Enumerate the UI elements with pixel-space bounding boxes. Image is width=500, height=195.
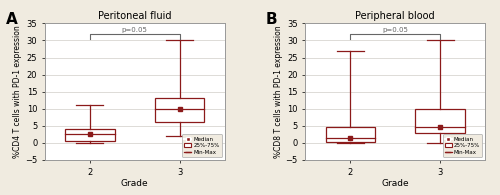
Text: B: B — [266, 12, 278, 27]
Bar — [326, 128, 375, 142]
X-axis label: Grade: Grade — [121, 179, 148, 188]
Bar — [65, 129, 114, 141]
Text: p=0.05: p=0.05 — [122, 27, 148, 33]
Y-axis label: %CD8 T cells with PD-1 expression: %CD8 T cells with PD-1 expression — [274, 25, 282, 158]
X-axis label: Grade: Grade — [382, 179, 409, 188]
Legend: Median, 25%-75%, Min-Max: Median, 25%-75%, Min-Max — [442, 134, 482, 157]
Text: A: A — [6, 12, 17, 27]
Bar — [416, 109, 465, 133]
Text: p=0.05: p=0.05 — [382, 27, 408, 33]
Title: Peripheral blood: Peripheral blood — [356, 11, 435, 21]
Legend: Median, 25%-75%, Min-Max: Median, 25%-75%, Min-Max — [182, 134, 222, 157]
Title: Peritoneal fluid: Peritoneal fluid — [98, 11, 172, 21]
Y-axis label: %CD4 T cells with PD-1 expression: %CD4 T cells with PD-1 expression — [14, 25, 22, 158]
Bar — [155, 98, 204, 122]
